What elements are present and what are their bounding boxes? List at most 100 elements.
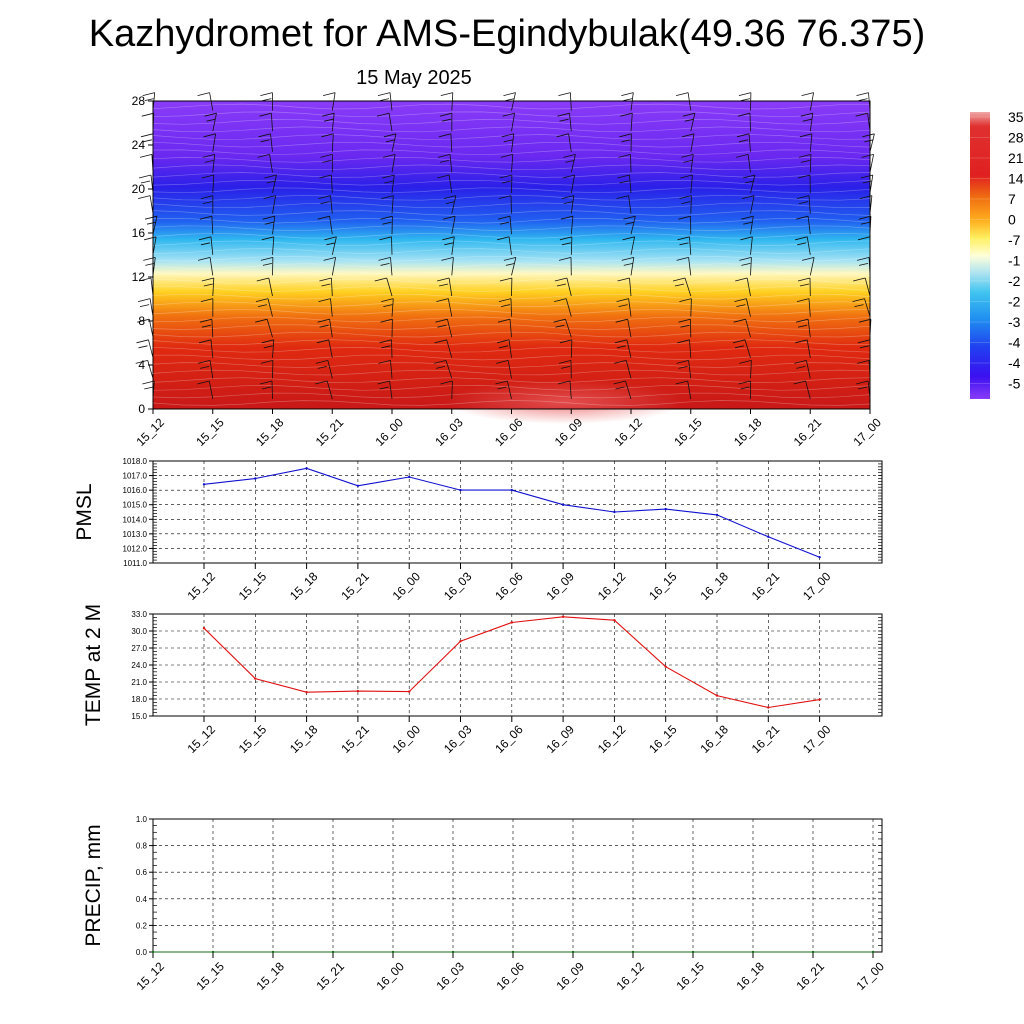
wind-barb-flag <box>260 139 270 143</box>
wind-barb-flag <box>859 263 869 266</box>
wind-barb-staff <box>630 257 635 276</box>
wind-barb-staff <box>630 113 633 132</box>
wind-barb-staff <box>212 277 215 297</box>
wind-barb-flag <box>203 133 216 138</box>
wind-barb-flag <box>202 201 212 204</box>
x-tick-label: 16_21 <box>749 722 783 756</box>
wind-barb-staff <box>869 174 874 194</box>
wind-barb-staff <box>511 257 517 276</box>
wind-barb-flag <box>743 221 753 225</box>
y-tick-label: 0.6 <box>136 868 148 877</box>
wind-barb-flag <box>201 324 211 328</box>
wind-barb-staff <box>507 380 512 400</box>
x-tick-label: 16_03 <box>433 959 467 993</box>
wind-barb-flag <box>436 298 449 302</box>
data-point <box>818 556 821 559</box>
wind-barb-flag <box>555 324 565 328</box>
wind-barb-staff <box>689 339 692 358</box>
wind-barb-staff <box>269 154 273 173</box>
wind-barb-flag <box>802 118 812 122</box>
wind-barb-staff <box>212 113 217 132</box>
wind-barb-staff <box>687 92 692 111</box>
wind-barb-flag <box>146 221 157 225</box>
colorbar-label: -1 <box>1008 253 1021 269</box>
wind-barb-flag <box>144 98 154 101</box>
wind-barb-flag <box>379 386 389 390</box>
wind-barb-flag <box>738 92 751 96</box>
data-point <box>715 694 719 697</box>
wind-barb-flag <box>263 195 276 199</box>
wind-barb-flag <box>733 318 746 323</box>
x-tick-label: 16_00 <box>390 722 424 756</box>
wind-barb-flag <box>621 92 634 96</box>
wind-barb-staff <box>330 195 333 214</box>
wind-barb-flag <box>435 318 448 323</box>
data-point <box>613 510 616 514</box>
wind-barb-flag <box>320 201 330 204</box>
wind-barb-staff <box>330 298 333 317</box>
y-tick-label: 27.0 <box>131 644 147 653</box>
isoline <box>152 240 871 247</box>
isoline <box>152 324 871 330</box>
chart-date: 15 May 2025 <box>356 67 472 89</box>
wind-barb-flag <box>617 277 630 282</box>
wind-barb-flag <box>616 345 626 349</box>
wind-barb-staff <box>747 154 751 173</box>
wind-barb-staff <box>151 154 154 173</box>
data-point <box>451 950 455 954</box>
wind-barb-flag <box>741 215 754 220</box>
data-point <box>271 950 275 954</box>
wind-barb-staff <box>326 380 333 400</box>
wind-barb-staff <box>869 195 873 214</box>
wind-barb-staff <box>867 380 871 400</box>
wind-barb-staff <box>750 236 753 255</box>
wind-barb-flag <box>140 304 150 307</box>
wind-barb-flag <box>141 112 154 117</box>
wind-barb-flag <box>199 318 212 323</box>
wind-barb-flag <box>256 277 269 282</box>
wind-barb-flag <box>315 380 328 385</box>
x-tick-label: 17_00 <box>850 415 884 449</box>
wind-barb-flag <box>138 298 151 302</box>
wind-barb-staff <box>449 154 453 173</box>
wind-barb-flag <box>206 118 216 122</box>
wind-barb-flag <box>260 257 273 261</box>
wind-barb-flag <box>497 386 507 390</box>
wind-barb-flag <box>258 133 271 138</box>
y-tick-label: 33.0 <box>131 610 147 619</box>
wind-barb-flag <box>559 118 569 122</box>
wind-barb-staff <box>565 298 572 317</box>
wind-barb-flag <box>142 92 155 96</box>
x-tick-label: 16_09 <box>553 959 587 993</box>
wind-barb-staff <box>746 298 751 317</box>
wind-barb-flag <box>562 174 575 179</box>
wind-barb-flag <box>796 195 810 199</box>
wind-barb-flag <box>795 236 808 241</box>
wind-barb-flag <box>858 98 868 101</box>
wind-barb-flag <box>796 366 806 369</box>
wind-barb-flag <box>625 221 635 225</box>
wind-barb-flag <box>677 339 690 344</box>
data-point <box>305 467 308 470</box>
wind-barb-staff <box>152 113 155 132</box>
x-tick-label: 16_06 <box>493 959 527 993</box>
wind-barb-staff <box>451 216 456 235</box>
wind-barb-flag <box>503 257 516 261</box>
wind-barb-flag <box>435 366 446 369</box>
wind-barb-flag <box>440 92 453 96</box>
data-point <box>811 950 815 954</box>
wind-barb-staff <box>746 277 751 297</box>
wind-barb-flag <box>198 339 212 344</box>
wind-barb-flag <box>680 174 693 179</box>
colorbar-label: -5 <box>1008 376 1021 392</box>
data-point <box>202 483 206 486</box>
wind-barb-staff <box>271 113 273 132</box>
x-tick-label: 16_06 <box>492 569 526 603</box>
wind-barb-staff <box>445 360 453 379</box>
wind-barb-flag <box>560 366 571 369</box>
x-tick-label: 15_18 <box>253 959 287 993</box>
x-tick-label: 16_03 <box>441 722 475 756</box>
wind-barb-staff <box>272 174 277 194</box>
colorbar-label: -3 <box>1008 314 1021 330</box>
wind-barb-flag <box>741 263 751 266</box>
